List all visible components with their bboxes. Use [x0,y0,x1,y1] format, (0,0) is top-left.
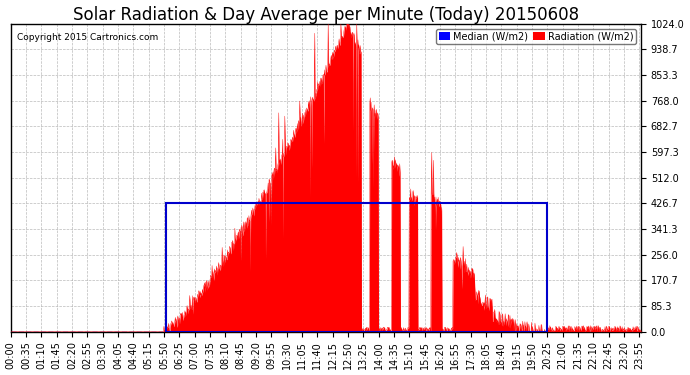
Text: Copyright 2015 Cartronics.com: Copyright 2015 Cartronics.com [17,33,158,42]
Legend: Median (W/m2), Radiation (W/m2): Median (W/m2), Radiation (W/m2) [435,28,636,44]
Bar [166,203,547,332]
Title: Solar Radiation & Day Average per Minute (Today) 20150608: Solar Radiation & Day Average per Minute… [72,6,579,24]
